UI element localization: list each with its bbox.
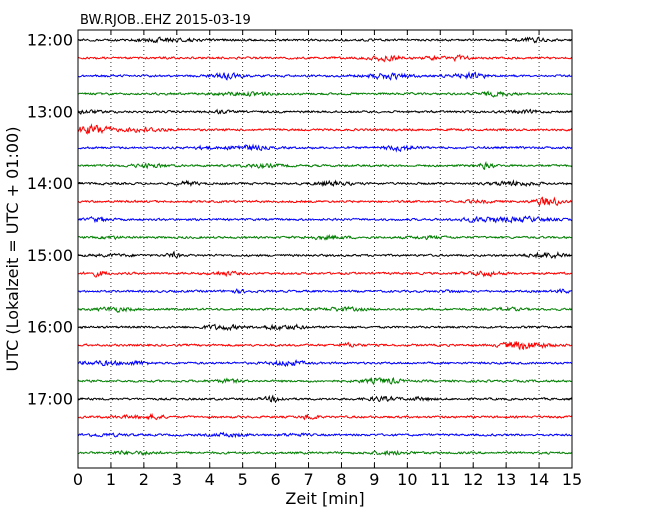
seismic-trace <box>77 323 573 332</box>
seismic-trace <box>77 394 573 403</box>
y-tick-label: 14:00 <box>27 174 73 193</box>
x-tick-label: 1 <box>106 470 116 489</box>
seismic-trace <box>77 288 573 295</box>
seismic-trace <box>77 53 573 63</box>
seismic-trace <box>77 250 573 260</box>
x-tick-label: 12 <box>463 470 483 489</box>
y-tick-label: 17:00 <box>27 390 73 409</box>
x-tick-label: 0 <box>73 470 83 489</box>
seismic-trace <box>77 215 573 224</box>
x-tick-label: 2 <box>139 470 149 489</box>
seismic-trace <box>77 359 573 368</box>
x-tick-label: 5 <box>238 470 248 489</box>
x-tick-label: 9 <box>369 470 379 489</box>
x-tick-label: 7 <box>303 470 313 489</box>
seismic-trace <box>77 449 573 457</box>
seismic-trace <box>77 70 573 81</box>
chart-title: BW.RJOB..EHZ 2015-03-19 <box>80 13 251 28</box>
seismic-trace <box>77 90 573 98</box>
seismic-trace <box>77 234 573 241</box>
trace-group <box>77 36 573 457</box>
x-tick-label: 4 <box>205 470 215 489</box>
x-tick-label: 8 <box>336 470 346 489</box>
x-tick-label: 11 <box>430 470 450 489</box>
seismic-trace <box>77 270 573 278</box>
seismic-trace <box>77 196 573 207</box>
grid-lines <box>110 30 540 468</box>
seismic-trace <box>77 412 573 421</box>
x-tick-label: 15 <box>562 470 582 489</box>
seismic-trace <box>77 340 573 351</box>
seismic-trace <box>77 123 573 135</box>
x-axis-label: Zeit [min] <box>285 489 364 508</box>
seismic-trace <box>77 143 573 153</box>
seismic-trace <box>77 431 573 439</box>
axis-ticks: 0 1 2 3 4 5 6 7 8 9 10 11 12 13 14 1512:0013:0014:0015:… <box>27 30 582 489</box>
seismic-trace <box>77 108 573 115</box>
x-tick-label: 14 <box>529 470 549 489</box>
seismic-trace <box>77 376 573 386</box>
y-tick-label: 12:00 <box>27 31 73 50</box>
seismic-trace <box>77 179 573 188</box>
y-tick-label: 15:00 <box>27 246 73 265</box>
plot-frame <box>77 29 573 469</box>
seismic-trace <box>77 36 573 44</box>
seismic-trace <box>77 160 573 171</box>
seismic-trace <box>77 305 573 313</box>
y-axis-label: UTC (Lokalzeit = UTC + 01:00) <box>3 127 22 372</box>
x-tick-label: 10 <box>397 470 417 489</box>
x-tick-label: 6 <box>271 470 281 489</box>
y-tick-label: 13:00 <box>27 102 73 121</box>
y-tick-label: 16:00 <box>27 318 73 337</box>
x-tick-label: 3 <box>172 470 182 489</box>
x-tick-label: 13 <box>496 470 516 489</box>
